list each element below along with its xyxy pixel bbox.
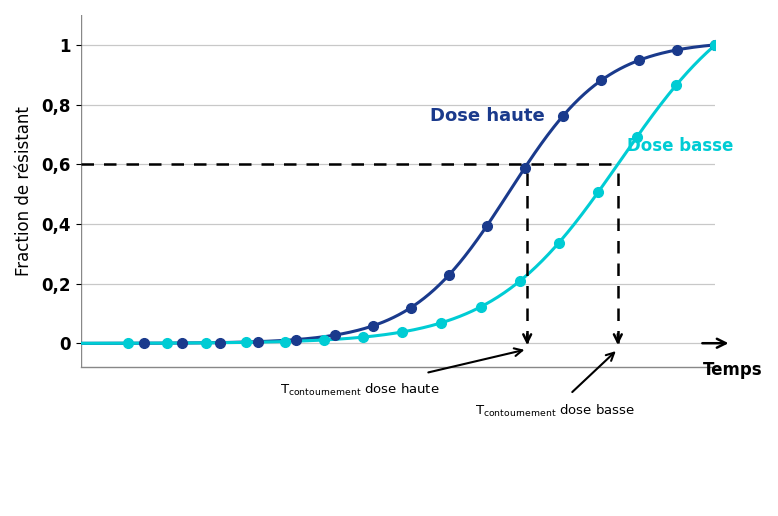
Text: $\mathrm{T_{contournement}}$ dose basse: $\mathrm{T_{contournement}}$ dose basse [475, 403, 635, 419]
Text: $\mathrm{T_{contournement}}$ dose haute: $\mathrm{T_{contournement}}$ dose haute [279, 382, 440, 398]
Text: Dose basse: Dose basse [626, 137, 733, 155]
Y-axis label: Fraction de résistant: Fraction de résistant [15, 106, 33, 276]
Text: Dose haute: Dose haute [429, 107, 545, 125]
Text: Temps: Temps [703, 361, 762, 379]
